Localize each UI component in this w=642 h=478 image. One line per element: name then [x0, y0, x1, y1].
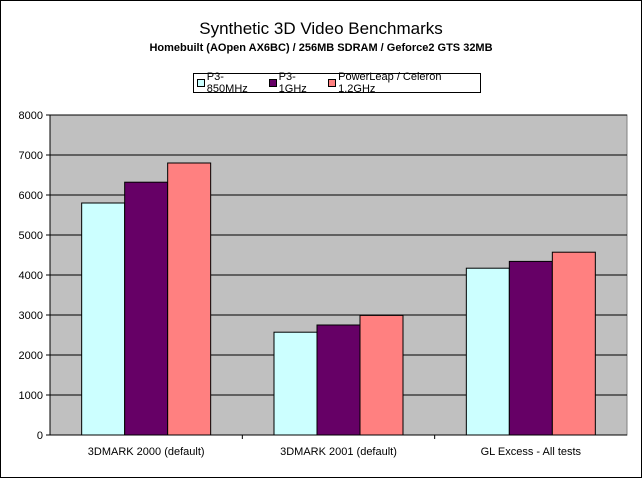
bar	[508, 260, 553, 436]
chart-title: Synthetic 3D Video Benchmarks	[199, 19, 443, 38]
bar	[316, 324, 361, 436]
y-tick-label: 0	[37, 430, 43, 442]
bar	[124, 181, 169, 436]
y-tick-label: 8000	[19, 110, 43, 122]
chart-subtitle: Homebuilt (AOpen AX6BC) / 256MB SDRAM / …	[149, 42, 493, 54]
x-tick-label: 3DMARK 2000 (default)	[88, 446, 205, 458]
legend-label-p3-1ghz: P3-1GHz	[278, 71, 307, 95]
chart-legend: P3-850MHz P3-1GHz PowerLeap / Celeron 1.…	[193, 71, 481, 95]
bar	[359, 314, 404, 436]
y-tick-label: 2000	[19, 350, 43, 362]
y-tick-label: 6000	[19, 190, 43, 202]
y-tick-label: 3000	[19, 310, 43, 322]
legend-label-p3-850: P3-850MHz	[206, 71, 248, 95]
legend-item-p3-850: P3-850MHz	[197, 71, 263, 95]
bar	[551, 251, 596, 436]
legend-label-powerleap: PowerLeap / Celeron 1.2GHz	[338, 71, 442, 95]
legend-item-p3-1ghz: P3-1GHz	[268, 71, 322, 95]
bar	[273, 331, 318, 436]
legend-item-powerleap: PowerLeap / Celeron 1.2GHz	[328, 71, 477, 95]
x-tick-label: GL Excess - All tests	[481, 446, 582, 458]
x-tick-label: 3DMARK 2001 (default)	[280, 446, 397, 458]
legend-swatch-p3-850	[197, 79, 205, 87]
y-tick-label: 7000	[19, 150, 43, 162]
bar	[81, 202, 126, 436]
bar	[465, 267, 510, 436]
y-tick-label: 1000	[19, 390, 43, 402]
legend-swatch-p3-1ghz	[268, 79, 277, 87]
y-tick-label: 5000	[19, 230, 43, 242]
bar	[167, 162, 212, 436]
legend-swatch-powerleap	[328, 79, 337, 87]
y-tick-label: 4000	[19, 270, 43, 282]
